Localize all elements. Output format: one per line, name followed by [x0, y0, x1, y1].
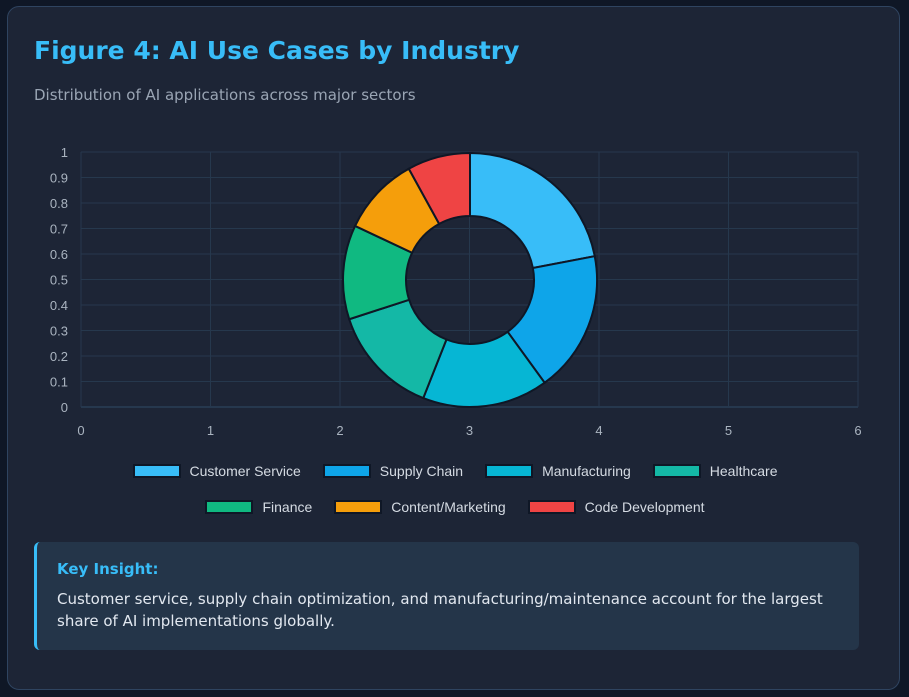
- y-tick-label: 0.2: [50, 349, 68, 364]
- y-tick-label: 0.5: [50, 273, 68, 288]
- legend-item[interactable]: Healthcare: [652, 463, 778, 479]
- legend-swatch: [132, 464, 181, 478]
- legend-swatch: [322, 464, 371, 478]
- legend-swatch: [485, 464, 534, 478]
- y-tick-label: 0.6: [50, 247, 68, 262]
- legend-label: Finance: [262, 499, 313, 515]
- legend-swatch: [334, 500, 383, 514]
- legend-item[interactable]: Code Development: [527, 499, 705, 515]
- legend-swatch: [652, 464, 701, 478]
- page-subtitle: Distribution of AI applications across m…: [34, 86, 416, 104]
- legend-row-2: Finance Content/Marketing Code Development: [40, 499, 870, 515]
- slice-code-development: [407, 151, 471, 226]
- legend-label: Content/Marketing: [391, 499, 506, 515]
- y-tick-label: 0: [61, 400, 68, 415]
- y-tick-label: 1: [61, 145, 68, 160]
- slice-customer-service: [469, 151, 596, 270]
- y-tick-label: 0.1: [50, 375, 68, 390]
- legend-row-1: Customer Service Supply Chain Manufacturin…: [40, 463, 870, 479]
- y-tick-label: 0.4: [50, 298, 68, 313]
- y-tick-label: 0.7: [50, 222, 68, 237]
- x-tick-label: 6: [854, 423, 861, 438]
- x-tick-label: 1: [207, 423, 214, 438]
- page-title: Figure 4: AI Use Cases by Industry: [34, 36, 520, 65]
- legend-label: Customer Service: [189, 463, 301, 479]
- legend-item[interactable]: Finance: [205, 499, 312, 515]
- x-tick-label: 3: [466, 423, 473, 438]
- legend-label: Supply Chain: [379, 463, 464, 479]
- x-tick-label: 4: [595, 423, 602, 438]
- legend-item[interactable]: Manufacturing: [485, 463, 631, 479]
- key-insight-box: Key Insight: Customer service, supply ch…: [34, 542, 859, 650]
- insight-text: Customer service, supply chain optimizat…: [57, 590, 823, 630]
- x-tick-label: 5: [725, 423, 732, 438]
- legend-swatch: [205, 500, 254, 514]
- doughnut-chart: 0 0.1 0.2 0.3 0.4 0.5 0.6 0.7 0.8 0.9 1 0 1 2 3 4 5 6: [50, 145, 862, 438]
- x-tick-label: 0: [77, 423, 84, 438]
- x-tick-label: 2: [336, 423, 343, 438]
- legend-item[interactable]: Supply Chain: [322, 463, 464, 479]
- legend-item[interactable]: Content/Marketing: [334, 499, 506, 515]
- y-tick-label: 0.9: [50, 171, 68, 186]
- insight-title: Key Insight:: [57, 560, 159, 578]
- legend-item[interactable]: Customer Service: [132, 463, 301, 479]
- legend-label: Code Development: [584, 499, 705, 515]
- y-tick-label: 0.3: [50, 324, 68, 339]
- legend-label: Healthcare: [709, 463, 778, 479]
- slice-supply-chain: [506, 255, 598, 385]
- y-tick-label: 0.8: [50, 196, 68, 211]
- legend-swatch: [527, 500, 576, 514]
- legend-label: Manufacturing: [542, 463, 631, 479]
